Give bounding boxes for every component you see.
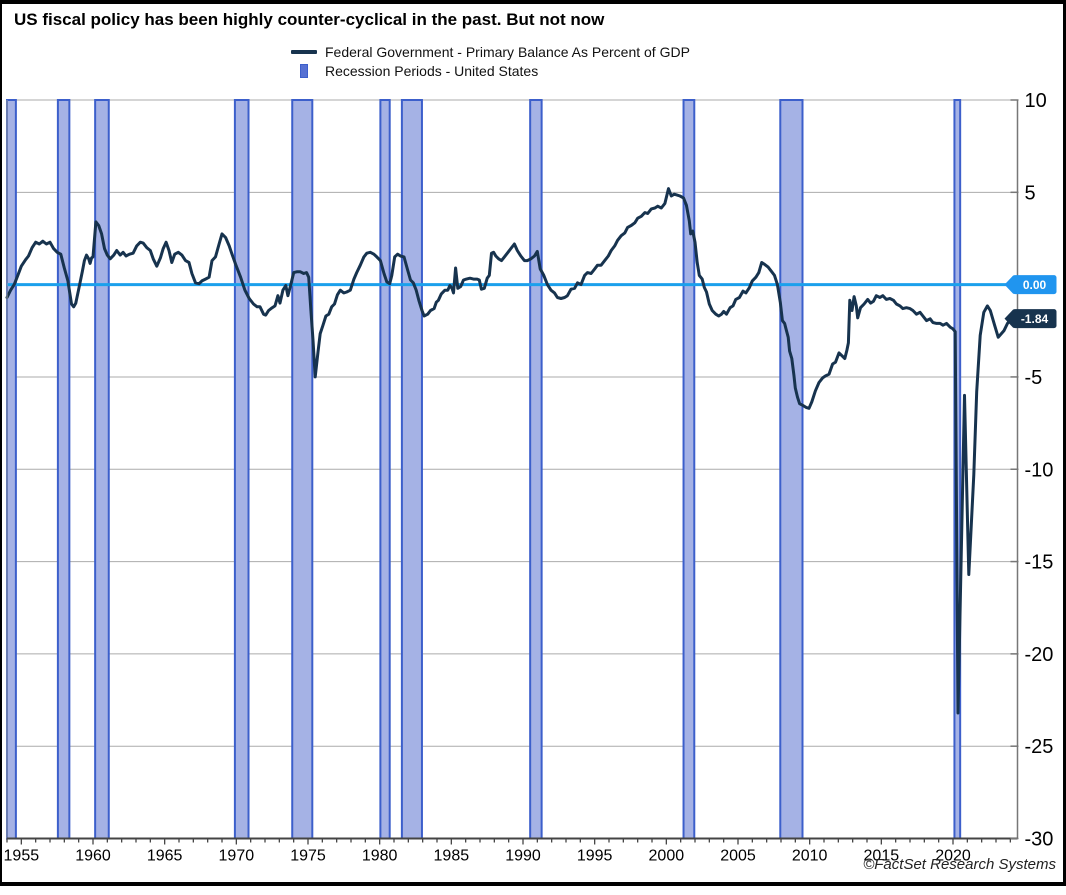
recession-band	[379, 99, 391, 840]
legend-item-series: Federal Government - Primary Balance As …	[290, 42, 690, 61]
recession-band	[6, 99, 17, 840]
page-title: US fiscal policy has been highly counter…	[14, 10, 605, 29]
x-tick-label: 1985	[434, 848, 470, 865]
y-tick-label: -30	[1025, 829, 1054, 851]
y-tick-label: -10	[1025, 459, 1054, 481]
y-tick-label: -25	[1025, 736, 1054, 758]
legend-label-recessions: Recession Periods - United States	[325, 62, 539, 79]
recession-band	[291, 99, 314, 840]
x-tick-label: 1990	[505, 848, 541, 865]
x-tick-label: 2020	[935, 848, 971, 865]
line-series-swatch-icon	[291, 49, 317, 54]
x-tick-label: 1965	[147, 848, 183, 865]
x-tick-label: 1960	[75, 848, 111, 865]
last-value-badge-pointer	[1004, 309, 1014, 329]
recession-band	[233, 99, 250, 840]
last-value-badge-label: -1.84	[1021, 312, 1049, 326]
legend: Federal Government - Primary Balance As …	[290, 42, 690, 80]
x-tick-label: 2010	[792, 848, 828, 865]
zero-value-badge-pointer	[1004, 275, 1014, 295]
recession-band	[779, 99, 804, 840]
x-tick-label: 1970	[219, 848, 255, 865]
chart-plot: 1955 1960 1965 1970 1975 1980 1985 1990 1995 2000…	[4, 90, 1057, 865]
x-tick-label: 1955	[4, 848, 40, 865]
y-tick-label: -15	[1025, 552, 1054, 574]
recession-band	[94, 99, 110, 840]
y-tick-label: 10	[1025, 90, 1047, 112]
x-tick-label: 2000	[649, 848, 685, 865]
recession-band	[56, 99, 71, 840]
zero-value-badge-label: 0.00	[1023, 278, 1047, 292]
y-tick-label: -20	[1025, 644, 1054, 666]
x-tick-label: 2015	[864, 848, 900, 865]
y-tick-label: -5	[1025, 367, 1043, 389]
recession-band	[400, 99, 423, 840]
x-tick-label: 1995	[577, 848, 613, 865]
primary-balance-line	[5, 187, 1014, 715]
x-tick-label: 1980	[362, 848, 398, 865]
y-tick-label: 5	[1025, 182, 1036, 204]
last-value-badge	[1012, 309, 1057, 329]
legend-item-recessions: Recession Periods - United States	[290, 61, 690, 80]
recession-band-swatch-icon	[300, 63, 308, 78]
legend-label-series: Federal Government - Primary Balance As …	[325, 43, 690, 60]
x-tick-label: 2005	[720, 848, 756, 865]
x-tick-label: 1975	[290, 848, 326, 865]
zero-value-badge	[1012, 275, 1057, 295]
recession-band	[529, 99, 543, 840]
copyright-note: ©FactSet Research Systems	[863, 856, 1056, 873]
